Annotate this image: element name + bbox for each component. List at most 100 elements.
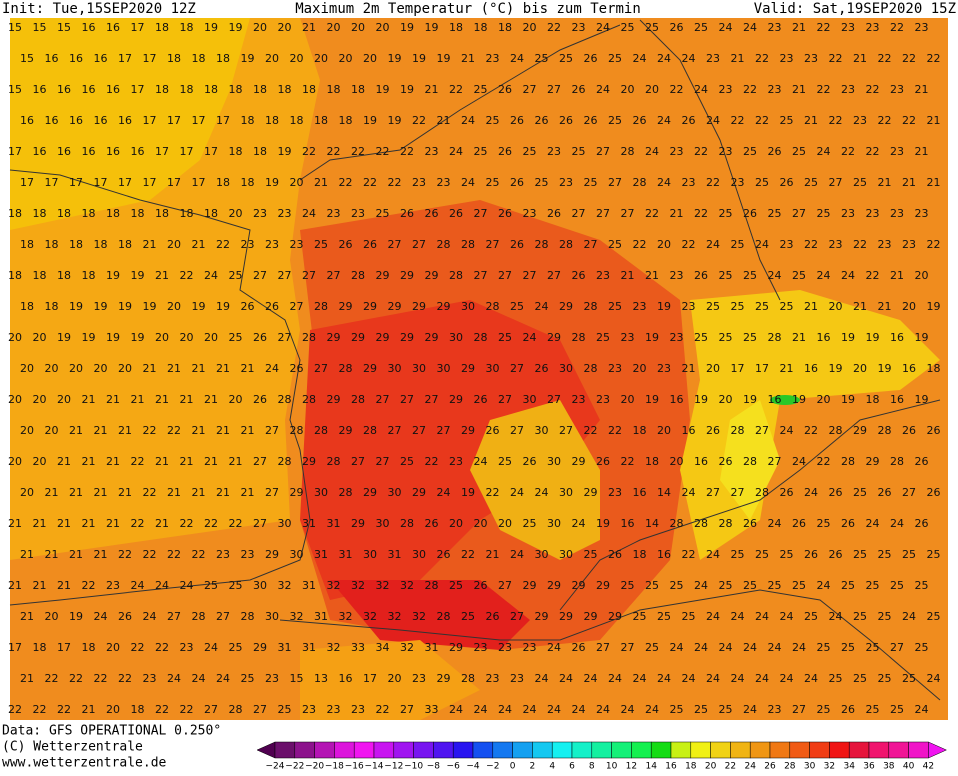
- temperature-value: 23: [596, 393, 610, 406]
- temperature-value: 18: [204, 207, 218, 220]
- temperature-value: 16: [106, 83, 120, 96]
- temperature-value: 24: [474, 703, 488, 716]
- temperature-value: 21: [780, 362, 794, 375]
- temperature-value: 27: [474, 269, 488, 282]
- temperature-value: 23: [841, 83, 855, 96]
- temperature-value: 22: [45, 672, 59, 685]
- colorbar-swatch: [650, 741, 672, 759]
- temperature-value: 21: [94, 486, 108, 499]
- temperature-value: 18: [241, 176, 255, 189]
- temperature-value: 21: [57, 455, 71, 468]
- colorbar-label: −18: [325, 762, 344, 772]
- temperature-value: 26: [841, 517, 855, 530]
- colorbar-label: 38: [883, 762, 895, 772]
- colorbar-swatch: [413, 741, 434, 759]
- temperature-value: 15: [20, 52, 34, 65]
- temperature-value: 19: [461, 486, 475, 499]
- temperature-value: 17: [167, 176, 181, 189]
- temperature-value: 24: [743, 703, 757, 716]
- temperature-value: 34: [376, 641, 390, 654]
- temperature-value: 22: [363, 176, 377, 189]
- temperature-value: 25: [853, 610, 867, 623]
- temperature-value: 21: [180, 393, 194, 406]
- colorbar-swatch: [809, 741, 830, 759]
- temperature-value: 23: [866, 21, 880, 34]
- temperature-value: 18: [927, 362, 941, 375]
- temperature-value: 20: [118, 362, 132, 375]
- temperature-value: 22: [621, 455, 635, 468]
- temperature-value: 30: [559, 362, 573, 375]
- temperature-value: 25: [792, 145, 806, 158]
- temperature-value: 22: [33, 703, 47, 716]
- temperature-value: 23: [327, 207, 341, 220]
- temperature-value: 19: [388, 114, 402, 127]
- colorbar-label: −24: [266, 762, 285, 772]
- colorbar-label: −4: [466, 762, 480, 772]
- temperature-value: 22: [425, 455, 439, 468]
- temperature-value: 24: [768, 641, 782, 654]
- temperature-value: 20: [351, 21, 365, 34]
- temperature-value: 27: [621, 641, 635, 654]
- colorbar-swatch: [492, 741, 513, 759]
- temperature-value: 25: [743, 145, 757, 158]
- temperature-value: 26: [253, 331, 267, 344]
- temperature-value: 21: [204, 455, 218, 468]
- temperature-value: 16: [657, 548, 671, 561]
- temperature-value: 16: [94, 52, 108, 65]
- temperature-value: 23: [510, 672, 524, 685]
- temperature-value: 19: [192, 300, 206, 313]
- temperature-value: 23: [902, 238, 916, 251]
- temperature-value: 22: [743, 83, 757, 96]
- temperature-value: 28: [437, 610, 451, 623]
- temperature-value: 30: [559, 548, 573, 561]
- temperature-value: 28: [461, 238, 475, 251]
- temperature-value: 19: [437, 52, 451, 65]
- temperature-value: 21: [853, 300, 867, 313]
- temperature-value: 25: [780, 548, 794, 561]
- temperature-value: 23: [241, 548, 255, 561]
- temperature-value: 22: [376, 145, 390, 158]
- temperature-value: 24: [596, 703, 610, 716]
- temperature-value: 18: [474, 21, 488, 34]
- temperature-value: 27: [755, 424, 769, 437]
- temperature-value: 20: [167, 300, 181, 313]
- temperature-value: 19: [69, 300, 83, 313]
- temperature-value: 26: [449, 207, 463, 220]
- temperature-value: 20: [657, 238, 671, 251]
- temperature-value: 26: [780, 486, 794, 499]
- temperature-value: 26: [719, 455, 733, 468]
- coastlines: [9, 19, 941, 701]
- temperature-value: 22: [633, 238, 647, 251]
- temperature-value: 22: [866, 269, 880, 282]
- temperature-value: 24: [498, 703, 512, 716]
- temperature-value: 24: [449, 145, 463, 158]
- temperature-value: 18: [118, 238, 132, 251]
- temperature-value: 24: [474, 455, 488, 468]
- temperature-value: 17: [755, 362, 769, 375]
- colorbar-label: 34: [843, 762, 855, 772]
- temperature-value: 24: [780, 424, 794, 437]
- temperature-value: 18: [82, 641, 96, 654]
- temperature-value: 16: [82, 21, 96, 34]
- temperature-value: 27: [792, 207, 806, 220]
- temperature-value: 25: [829, 672, 843, 685]
- temperature-value: 26: [253, 393, 267, 406]
- temperature-value: 19: [363, 114, 377, 127]
- temperature-value: 21: [8, 579, 22, 592]
- temperature-value: 25: [400, 455, 414, 468]
- temperature-value: 28: [621, 145, 635, 158]
- temperature-value: 23: [327, 703, 341, 716]
- temperature-value: 30: [547, 517, 561, 530]
- temperature-value: 26: [510, 238, 524, 251]
- temperature-value: 17: [155, 145, 169, 158]
- colorbar-swatch: [591, 741, 612, 759]
- temperature-value: 23: [486, 52, 500, 65]
- temperature-value: 21: [915, 83, 929, 96]
- temperature-value: 23: [278, 207, 292, 220]
- temperature-value: 20: [829, 300, 843, 313]
- temperature-value: 22: [94, 672, 108, 685]
- temperature-value: 22: [118, 548, 132, 561]
- temperature-value: 19: [927, 300, 941, 313]
- temperature-value: 28: [290, 424, 304, 437]
- temperature-value: 24: [523, 703, 537, 716]
